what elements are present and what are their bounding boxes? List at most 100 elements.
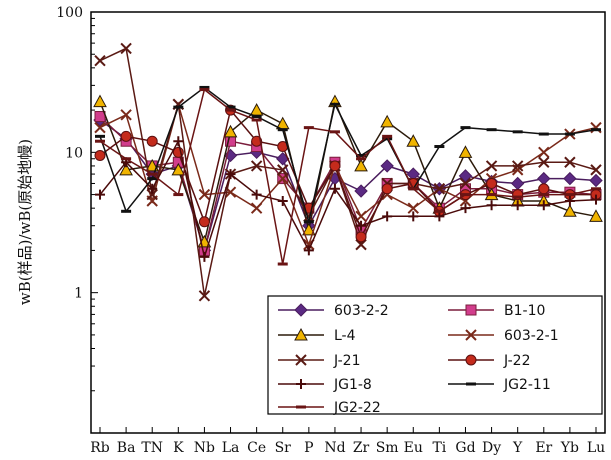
data-point bbox=[408, 211, 419, 222]
data-point bbox=[458, 145, 473, 158]
x-axis: Rb Ba TN K Nb La Ce Sr P Nd Zr Sm Eu Ti Gd Dy Y Er Yb Lu bbox=[90, 427, 605, 456]
legend: 603-2-2 B1-10 L-4 603-2-1 J-21 J-22 JG1-8 JG2-1… bbox=[267, 295, 603, 416]
data-point bbox=[458, 169, 473, 183]
data-point bbox=[434, 145, 445, 149]
x-tick-label: TN bbox=[141, 440, 163, 456]
data-point bbox=[460, 203, 471, 214]
y-tick-label: 1 bbox=[74, 286, 83, 302]
legend-item: JG1-8 bbox=[278, 377, 372, 393]
legend-label: JG1-8 bbox=[333, 377, 372, 393]
data-point bbox=[355, 231, 367, 243]
data-point bbox=[354, 184, 368, 198]
y-axis-title: wB(样品)/wB(原始地幔) bbox=[16, 139, 34, 305]
x-tick-label: Y bbox=[512, 440, 523, 456]
data-point bbox=[510, 176, 525, 191]
x-tick-label: P bbox=[304, 440, 313, 456]
data-point bbox=[356, 220, 367, 231]
data-point bbox=[486, 128, 497, 132]
legend-item: 603-2-2 bbox=[278, 303, 389, 319]
data-point bbox=[199, 88, 210, 92]
legend-marker bbox=[466, 382, 476, 386]
x-tick-label: Sr bbox=[275, 440, 292, 456]
y-axis: 1 10 100 bbox=[56, 5, 98, 434]
legend-marker bbox=[296, 379, 306, 389]
legend-marker bbox=[465, 329, 477, 341]
x-tick-label: Lu bbox=[587, 440, 605, 456]
x-tick-label: Er bbox=[535, 440, 552, 456]
data-point bbox=[381, 183, 393, 195]
series-JG2-22 bbox=[95, 88, 601, 266]
data-point bbox=[537, 171, 551, 186]
data-point bbox=[93, 94, 107, 108]
data-point bbox=[250, 202, 263, 214]
data-point bbox=[382, 211, 393, 222]
legend-label: JG2-11 bbox=[503, 377, 551, 393]
data-point bbox=[251, 118, 262, 122]
data-point bbox=[356, 153, 367, 157]
data-point bbox=[460, 126, 471, 130]
data-point bbox=[538, 183, 550, 195]
data-point bbox=[173, 105, 184, 109]
data-point bbox=[120, 130, 132, 142]
x-tick-label: Zr bbox=[353, 440, 370, 456]
data-point bbox=[459, 177, 472, 190]
legend-label: J-22 bbox=[503, 353, 531, 369]
data-point bbox=[538, 132, 549, 136]
data-point bbox=[591, 128, 601, 132]
data-point bbox=[303, 245, 314, 256]
series-JG2-11 bbox=[95, 85, 601, 224]
data-point bbox=[564, 132, 575, 136]
data-point bbox=[382, 137, 393, 141]
legend-marker bbox=[296, 405, 306, 409]
legend-item: B1-10 bbox=[448, 303, 545, 319]
data-point bbox=[303, 210, 315, 223]
data-point bbox=[538, 193, 549, 197]
series-line bbox=[99, 47, 597, 296]
data-point bbox=[433, 183, 446, 195]
data-point bbox=[512, 195, 523, 199]
data-point bbox=[563, 171, 577, 186]
x-tick-label: Nb bbox=[194, 440, 215, 456]
data-point bbox=[223, 124, 238, 138]
legend-label: 603-2-2 bbox=[334, 303, 389, 319]
data-point bbox=[94, 121, 106, 134]
legend-item: JG2-11 bbox=[448, 377, 551, 393]
legend-label: 603-2-1 bbox=[504, 328, 559, 344]
data-point bbox=[121, 157, 132, 161]
data-point bbox=[94, 111, 106, 123]
series-603-2-1 bbox=[94, 98, 602, 251]
series-J-21 bbox=[94, 42, 602, 302]
data-point bbox=[590, 164, 602, 176]
data-point bbox=[146, 135, 158, 147]
data-point bbox=[589, 209, 603, 222]
y-tick-label: 10 bbox=[65, 145, 83, 161]
data-point bbox=[251, 115, 262, 119]
x-tick-label: K bbox=[173, 440, 184, 456]
data-point bbox=[95, 139, 105, 143]
plot-frame bbox=[90, 11, 606, 434]
x-tick-label: Ba bbox=[117, 440, 136, 456]
data-point bbox=[199, 85, 210, 89]
data-point bbox=[303, 126, 314, 130]
legend-label: L-4 bbox=[334, 328, 356, 344]
data-point bbox=[356, 157, 367, 161]
data-point bbox=[251, 189, 262, 200]
data-point bbox=[329, 130, 340, 134]
data-point bbox=[225, 108, 236, 112]
legend-box bbox=[267, 295, 603, 415]
data-point bbox=[355, 238, 367, 251]
data-point bbox=[94, 149, 106, 161]
series-L-4 bbox=[93, 94, 603, 248]
x-tick-label: Gd bbox=[455, 440, 475, 456]
data-point bbox=[95, 134, 105, 138]
x-tick-label: Yb bbox=[560, 440, 579, 456]
data-point bbox=[147, 177, 158, 181]
data-point bbox=[277, 164, 289, 176]
data-point bbox=[407, 202, 419, 214]
data-point bbox=[329, 102, 340, 106]
data-point bbox=[434, 209, 445, 213]
data-point bbox=[303, 220, 314, 224]
data-point bbox=[146, 188, 158, 201]
data-point bbox=[95, 189, 105, 200]
